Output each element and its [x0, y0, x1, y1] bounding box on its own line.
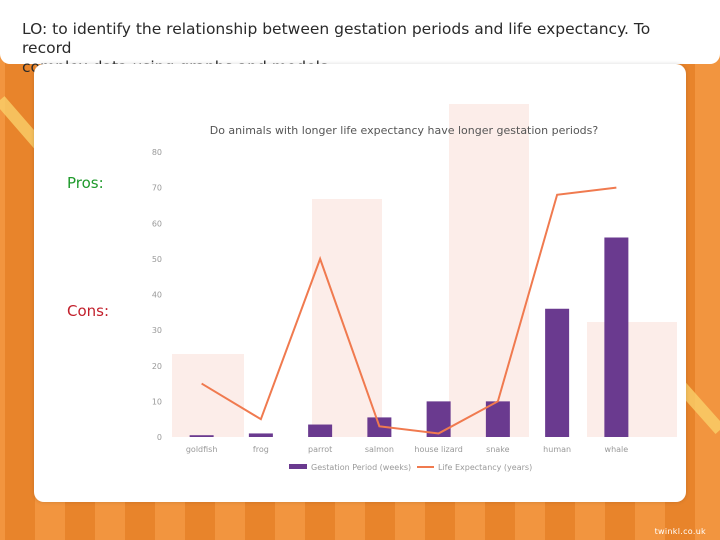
cons-label: Cons:	[67, 302, 110, 320]
y-tick-label: 0	[157, 433, 162, 442]
x-tick-label: parrot	[308, 445, 332, 454]
gestation-life-expectancy-chart: Do animals with longer life expectancy h…	[152, 104, 677, 472]
pros-label: Pros:	[67, 174, 104, 192]
x-tick-label: house lizard	[414, 445, 462, 454]
life-expectancy-line	[201, 186, 617, 435]
chart-title: Do animals with longer life expectancy h…	[210, 124, 599, 137]
x-tick-label: snake	[486, 445, 509, 454]
y-tick-label: 10	[152, 397, 162, 406]
y-tick-label: 20	[152, 362, 162, 371]
y-tick-label: 40	[152, 291, 162, 300]
twinkl-watermark: twinkl.co.uk	[654, 527, 706, 536]
gestation-bar	[248, 433, 273, 437]
x-tick-label: frog	[253, 445, 269, 454]
learning-objective-banner: LO: to identify the relationship between…	[0, 0, 720, 76]
y-tick-label: 50	[152, 255, 162, 264]
x-tick-label: goldfish	[186, 445, 218, 454]
y-tick-label: 80	[152, 148, 162, 157]
gestation-bar	[604, 237, 629, 437]
y-tick-label: 70	[152, 184, 162, 193]
y-tick-label: 60	[152, 219, 162, 228]
legend-swatch-gestation	[289, 464, 307, 469]
gestation-bar	[426, 401, 451, 437]
x-tick-label: whale	[605, 445, 629, 454]
legend-label-gestation: Gestation Period (weeks)	[311, 463, 411, 472]
gestation-bar	[545, 308, 570, 437]
gestation-bar	[485, 401, 510, 437]
legend-label-life-expectancy: Life Expectancy (years)	[438, 463, 532, 472]
x-tick-label: human	[543, 445, 571, 454]
gestation-bar	[189, 435, 214, 437]
learning-objective-line-1: LO: to identify the relationship between…	[22, 20, 651, 57]
gestation-bar	[308, 424, 333, 437]
x-tick-label: salmon	[365, 445, 394, 454]
y-tick-label: 30	[152, 326, 162, 335]
